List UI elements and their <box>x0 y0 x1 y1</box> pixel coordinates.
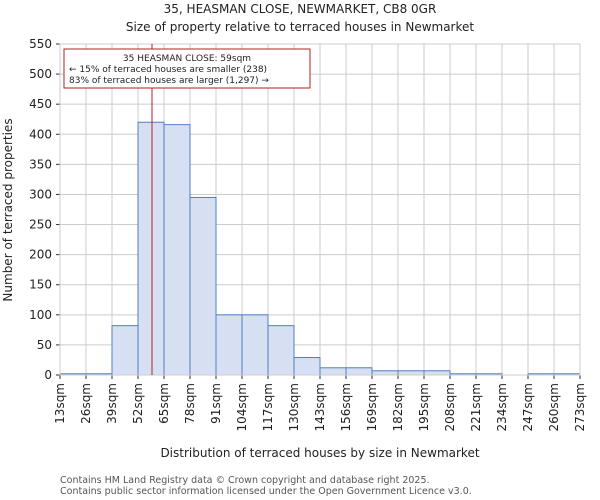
y-axis-label: Number of terraced properties <box>1 118 15 301</box>
y-tick-label: 400 <box>29 127 52 141</box>
y-tick-label: 550 <box>29 37 52 51</box>
x-tick-label: 182sqm <box>391 383 405 431</box>
histogram-bar <box>241 314 269 376</box>
histogram-bar <box>163 124 191 376</box>
x-tick-label: 143sqm <box>313 383 327 431</box>
x-tick-label: 234sqm <box>495 383 509 431</box>
annotation-border <box>63 48 311 89</box>
footer-copyright: Contains HM Land Registry data © Crown c… <box>60 475 430 486</box>
x-tick-label: 39sqm <box>105 383 119 424</box>
x-tick-label: 104sqm <box>235 383 249 431</box>
chart-title: 35, HEASMAN CLOSE, NEWMARKET, CB8 0GR <box>164 2 437 16</box>
y-tick-label: 50 <box>37 338 52 352</box>
plot-frame <box>59 43 581 376</box>
x-tick-label: 52sqm <box>131 383 145 424</box>
x-tick-label: 156sqm <box>339 383 353 431</box>
x-axis-label: Distribution of terraced houses by size … <box>160 446 479 460</box>
y-tick-label: 200 <box>29 248 52 262</box>
histogram-bar <box>111 325 139 376</box>
histogram-bar <box>423 370 451 376</box>
x-tick-label: 65sqm <box>157 383 171 424</box>
histogram-bar <box>267 325 295 376</box>
annotation-line-3: 83% of terraced houses are larger (1,297… <box>69 76 269 86</box>
histogram-bar <box>319 367 347 376</box>
x-tick-label: 13sqm <box>53 383 67 424</box>
y-tick-label: 150 <box>29 278 52 292</box>
y-tick-label: 450 <box>29 97 52 111</box>
histogram-bar <box>189 196 217 376</box>
y-axis: 0 50 100 150 200 250 300 350 400 450 500 550 <box>29 37 60 382</box>
chart-subtitle: Size of property relative to terraced ho… <box>126 20 475 34</box>
x-tick-label: 91sqm <box>209 383 223 424</box>
x-tick-label: 273sqm <box>573 383 587 431</box>
x-tick-label: 260sqm <box>547 383 561 431</box>
histogram-bar <box>397 370 425 376</box>
y-tick-label: 250 <box>29 218 52 232</box>
x-tick-label: 169sqm <box>365 383 379 431</box>
x-tick-label: 208sqm <box>443 383 457 431</box>
annotation-line-1: 35 HEASMAN CLOSE: 59sqm <box>123 54 251 64</box>
histogram-bar <box>371 370 399 376</box>
histogram-bar <box>293 357 321 376</box>
footer-licence: Contains public sector information licen… <box>60 486 472 497</box>
histogram-bar <box>215 314 243 376</box>
x-tick-label: 247sqm <box>521 383 535 431</box>
x-tick-label: 130sqm <box>287 383 301 431</box>
annotation-box: 35 HEASMAN CLOSE: 59sqm ← 15% of terrace… <box>63 48 311 89</box>
x-tick-label: 78sqm <box>183 383 197 424</box>
y-tick-label: 300 <box>29 187 52 201</box>
y-tick-label: 500 <box>29 67 52 81</box>
x-tick-label: 117sqm <box>261 383 275 431</box>
x-tick-label: 195sqm <box>417 383 431 431</box>
y-tick-label: 100 <box>29 308 52 322</box>
x-tick-label: 26sqm <box>79 383 93 424</box>
histogram-bar <box>137 121 165 376</box>
annotation-line-2: ← 15% of terraced houses are smaller (23… <box>69 65 267 75</box>
bars <box>59 121 581 376</box>
x-tick-label: 221sqm <box>469 383 483 431</box>
x-axis: 13sqm 26sqm 39sqm 52sqm 65sqm 78sqm 91sqm 104sq… <box>53 375 587 431</box>
y-tick-label: 350 <box>29 157 52 171</box>
histogram-bar <box>345 367 373 376</box>
y-tick-label: 0 <box>44 368 52 382</box>
